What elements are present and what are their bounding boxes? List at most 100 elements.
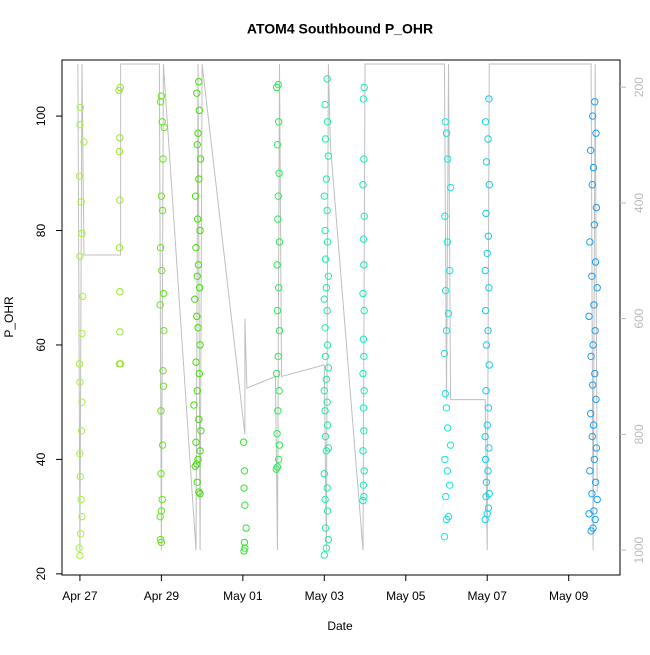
y-tick-label: 60 — [34, 338, 48, 352]
y2-tick-label: 600 — [632, 308, 646, 328]
data-point — [78, 329, 86, 338]
data-point — [275, 169, 283, 178]
data-point — [588, 272, 596, 280]
data-point — [273, 306, 282, 315]
data-point — [191, 462, 199, 470]
y-tick-label: 80 — [34, 224, 48, 238]
data-point — [79, 292, 87, 301]
y-axis-label: P_OHR — [2, 296, 16, 338]
data-point — [193, 272, 201, 280]
plot-area — [75, 63, 601, 560]
data-point — [323, 118, 332, 126]
data-point — [157, 192, 166, 200]
data-point — [485, 361, 493, 369]
x-tick-label: Apr 27 — [62, 589, 98, 603]
data-point — [485, 95, 493, 103]
data-point — [485, 284, 493, 292]
data-point — [592, 203, 601, 212]
data-point — [359, 404, 368, 412]
data-point — [116, 134, 124, 142]
data-point — [273, 261, 281, 269]
data-point — [193, 478, 201, 486]
data-point — [191, 192, 200, 200]
data-point — [484, 467, 492, 475]
data-point — [272, 369, 281, 378]
data-point — [360, 492, 368, 501]
data-point — [586, 238, 594, 246]
data-point — [590, 507, 598, 515]
data-point — [160, 326, 168, 335]
data-point — [239, 438, 248, 446]
data-point — [323, 306, 331, 315]
data-point — [590, 455, 599, 464]
data-point — [589, 524, 597, 532]
data-point — [444, 309, 453, 318]
data-point — [322, 175, 331, 183]
data-point — [360, 306, 368, 315]
data-point — [275, 387, 283, 395]
data-point — [273, 429, 281, 438]
data-point — [585, 312, 593, 321]
data-point — [274, 118, 283, 126]
data-point — [359, 181, 367, 189]
data-point — [482, 478, 491, 486]
data-point — [274, 352, 282, 361]
data-point — [593, 284, 601, 292]
data-point — [359, 496, 367, 505]
data-point — [586, 146, 595, 155]
data-point — [156, 535, 165, 544]
data-point — [321, 495, 329, 504]
data-point — [195, 369, 203, 378]
data-point — [446, 183, 455, 192]
data-point — [444, 424, 452, 432]
data-point — [441, 212, 449, 220]
data-point — [159, 367, 167, 375]
data-point — [194, 129, 202, 137]
x-tick-label: May 07 — [468, 589, 508, 603]
y-tick-label: 40 — [34, 452, 48, 466]
data-point — [194, 324, 202, 332]
data-point — [241, 501, 249, 509]
x-tick-label: May 03 — [305, 589, 345, 603]
data-point — [159, 155, 167, 163]
data-point — [482, 209, 490, 218]
data-point — [482, 387, 490, 395]
data-point — [441, 389, 449, 398]
data-point — [76, 103, 85, 112]
data-point — [446, 266, 454, 275]
data-point — [359, 447, 367, 455]
data-point — [77, 427, 86, 435]
data-point — [484, 232, 493, 240]
data-point — [324, 364, 333, 372]
data-point — [321, 226, 329, 235]
data-point — [320, 192, 329, 200]
data-point — [194, 261, 203, 269]
data-point — [444, 155, 452, 163]
y-tick-label: 100 — [34, 106, 48, 126]
data-point — [483, 249, 491, 258]
data-point — [484, 404, 493, 412]
data-point — [442, 129, 451, 137]
data-point — [359, 369, 367, 378]
data-point — [322, 375, 331, 383]
data-point — [76, 378, 84, 386]
data-point — [485, 490, 493, 498]
data-point — [360, 427, 368, 435]
depth-line — [77, 63, 598, 551]
data-point — [78, 512, 86, 521]
data-point — [360, 83, 368, 92]
data-point — [322, 284, 331, 292]
data-point — [274, 192, 282, 200]
data-point — [158, 266, 166, 275]
data-point — [441, 492, 450, 501]
data-point — [242, 524, 250, 532]
data-point — [156, 98, 165, 106]
data-point — [323, 421, 332, 429]
data-point — [157, 407, 165, 415]
data-point — [157, 92, 166, 100]
data-point — [588, 490, 596, 498]
data-point — [158, 118, 166, 126]
data-point — [321, 324, 329, 332]
x-tick-label: May 05 — [386, 589, 426, 603]
